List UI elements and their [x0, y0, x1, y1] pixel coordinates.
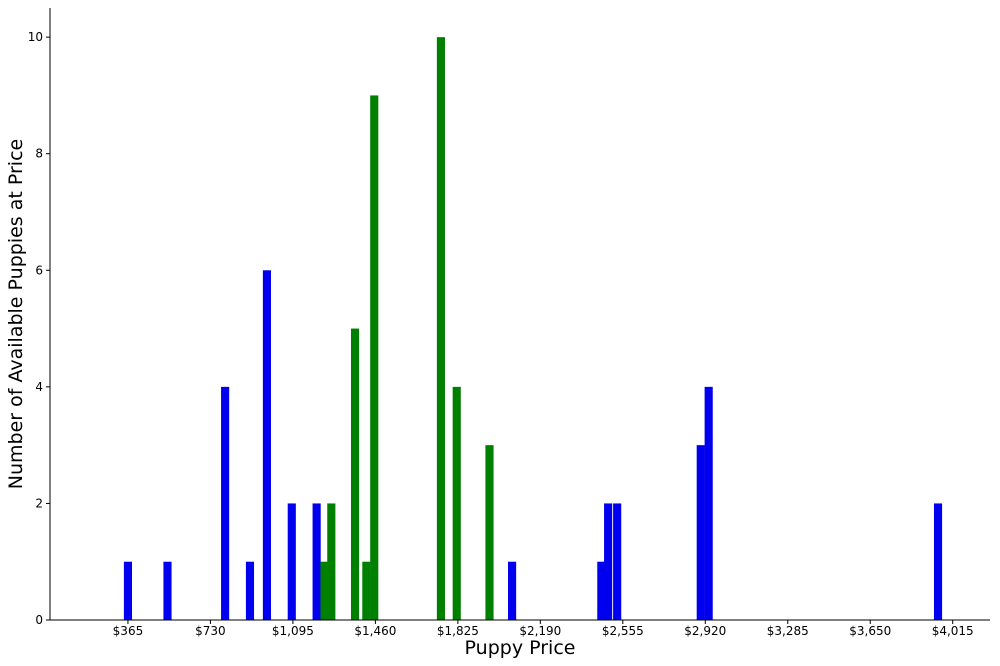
bar-series-0-13	[933, 503, 943, 620]
y-tick-label: 10	[28, 30, 43, 44]
bar-series-0-3	[245, 561, 255, 620]
x-axis-title: Puppy Price	[465, 637, 576, 659]
bar-series-0-10	[613, 503, 622, 620]
bar-series-1-3	[362, 561, 371, 620]
y-axis-title: Number of Available Puppies at Price	[5, 139, 27, 489]
y-tick-label: 6	[35, 263, 43, 277]
bar-series-0-2	[221, 386, 230, 620]
bar-series-1-1	[327, 503, 336, 620]
bar-series-0-4	[262, 270, 271, 620]
x-tick-label: $365	[113, 624, 144, 638]
bar-series-1-5	[436, 37, 445, 620]
x-tick-label: $2,555	[602, 624, 644, 638]
bar-series-1-2	[350, 328, 360, 620]
x-tick-label: $1,460	[354, 624, 396, 638]
bar-series-1-7	[485, 445, 494, 620]
bar-series-0-9	[604, 503, 613, 620]
y-tick-label: 2	[35, 496, 43, 510]
bar-series-0-8	[597, 561, 606, 620]
y-tick-label: 8	[35, 147, 43, 161]
y-tick-label: 4	[35, 380, 43, 394]
bar-series-0-1	[163, 561, 172, 620]
x-tick-label: $4,015	[932, 624, 974, 638]
x-axis-ticks: $365 $730 $1,095 $1,460 $1,825 $2,190 $2,555 $2…	[113, 620, 974, 638]
x-tick-label: $1,825	[437, 624, 479, 638]
y-axis-ticks: 0 2 4 6 8 10	[28, 30, 50, 627]
bar-series-0-5	[287, 503, 296, 620]
bar-series-1-4	[370, 95, 379, 621]
bar-series-0-0	[123, 561, 133, 620]
x-tick-label: $3,285	[767, 624, 809, 638]
x-tick-label: $3,650	[849, 624, 891, 638]
bar-series-0-6	[312, 503, 321, 620]
y-tick-label: 0	[35, 613, 43, 627]
bar-series-0-11	[696, 445, 705, 620]
x-tick-label: $730	[195, 624, 226, 638]
bars-layer	[123, 37, 943, 621]
bar-series-1-6	[452, 386, 461, 620]
bar-series-1-0	[320, 561, 329, 620]
bar-series-0-12	[704, 386, 713, 620]
x-tick-label: $1,095	[272, 624, 314, 638]
bar-series-0-7	[508, 561, 517, 620]
x-tick-label: $2,190	[519, 624, 561, 638]
x-tick-label: $2,920	[684, 624, 726, 638]
